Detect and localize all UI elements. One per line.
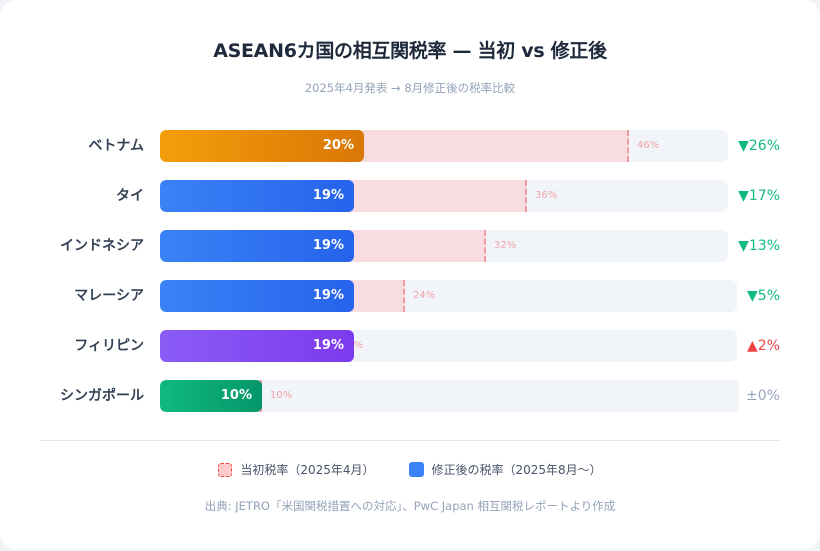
country-label: フィリピン [74, 338, 144, 354]
bar-track: 24% 19% [160, 280, 737, 312]
bar-track: 46% 20% [160, 130, 728, 162]
revised-rate-label: 19% [312, 338, 344, 353]
revised-rate-label: 19% [312, 238, 344, 253]
bar-track: 17% 19% [160, 330, 737, 362]
initial-rate-label: 10% [270, 390, 293, 401]
change-indicator: ▼26% [738, 138, 780, 154]
bar-row: タイ 36% 19% ▼17% [0, 180, 820, 212]
change-indicator: ▲2% [747, 338, 780, 354]
legend-swatch-revised [408, 462, 424, 477]
country-label: インドネシア [60, 238, 144, 254]
country-label: シンガポール [60, 388, 144, 404]
revised-rate-bar: 19% [160, 230, 354, 262]
country-label: タイ [116, 188, 144, 204]
bar-track: 10% 10% [160, 380, 739, 412]
initial-rate-label: 36% [535, 190, 558, 201]
revised-rate-label: 20% [322, 138, 354, 153]
legend-item-initial: 当初税率（2025年4月） [218, 461, 375, 478]
legend-swatch-initial [218, 462, 233, 477]
bar-row: ベトナム 46% 20% ▼26% [0, 130, 820, 162]
bar-row: マレーシア 24% 19% ▼5% [0, 280, 820, 312]
bar-track: 36% 19% [160, 180, 728, 212]
revised-rate-bar: 19% [160, 330, 354, 362]
revised-rate-bar: 20% [160, 130, 364, 162]
initial-rate-label: 24% [413, 290, 436, 301]
initial-rate-label: 46% [637, 140, 660, 151]
revised-rate-bar: 19% [160, 280, 354, 312]
source-note: 出典: JETRO「米国関税措置への対応」、PwC Japan 相互関税レポート… [204, 499, 616, 513]
change-indicator: ▼13% [738, 238, 780, 254]
change-indicator: ▼5% [747, 288, 780, 304]
revised-rate-bar: 19% [160, 180, 354, 212]
change-indicator: ▼17% [738, 188, 780, 204]
revised-rate-bar: 10% [160, 380, 262, 412]
revised-rate-label: 10% [220, 388, 252, 403]
bar-row: フィリピン 17% 19% ▲2% [0, 330, 820, 362]
divider [40, 440, 780, 441]
bar-track: 32% 19% [160, 230, 728, 262]
change-indicator: ±0% [746, 388, 780, 404]
chart-title: ASEAN6カ国の相互関税率 — 当初 vs 修正後 [213, 40, 607, 62]
legend-item-revised: 修正後の税率（2025年8月～） [408, 461, 602, 478]
legend-label-revised: 修正後の税率（2025年8月～） [431, 463, 602, 477]
chart-subtitle: 2025年4月発表 → 8月修正後の税率比較 [304, 81, 516, 95]
bar-row: シンガポール 10% 10% ±0% [0, 380, 820, 412]
legend-label-initial: 当初税率（2025年4月） [240, 463, 375, 477]
revised-rate-label: 19% [312, 288, 344, 303]
legend: 当初税率（2025年4月） 修正後の税率（2025年8月～） [0, 461, 820, 478]
country-label: マレーシア [74, 288, 144, 304]
initial-rate-label: 32% [494, 240, 517, 251]
bar-row: インドネシア 32% 19% ▼13% [0, 230, 820, 262]
revised-rate-label: 19% [312, 188, 344, 203]
country-label: ベトナム [88, 138, 144, 154]
